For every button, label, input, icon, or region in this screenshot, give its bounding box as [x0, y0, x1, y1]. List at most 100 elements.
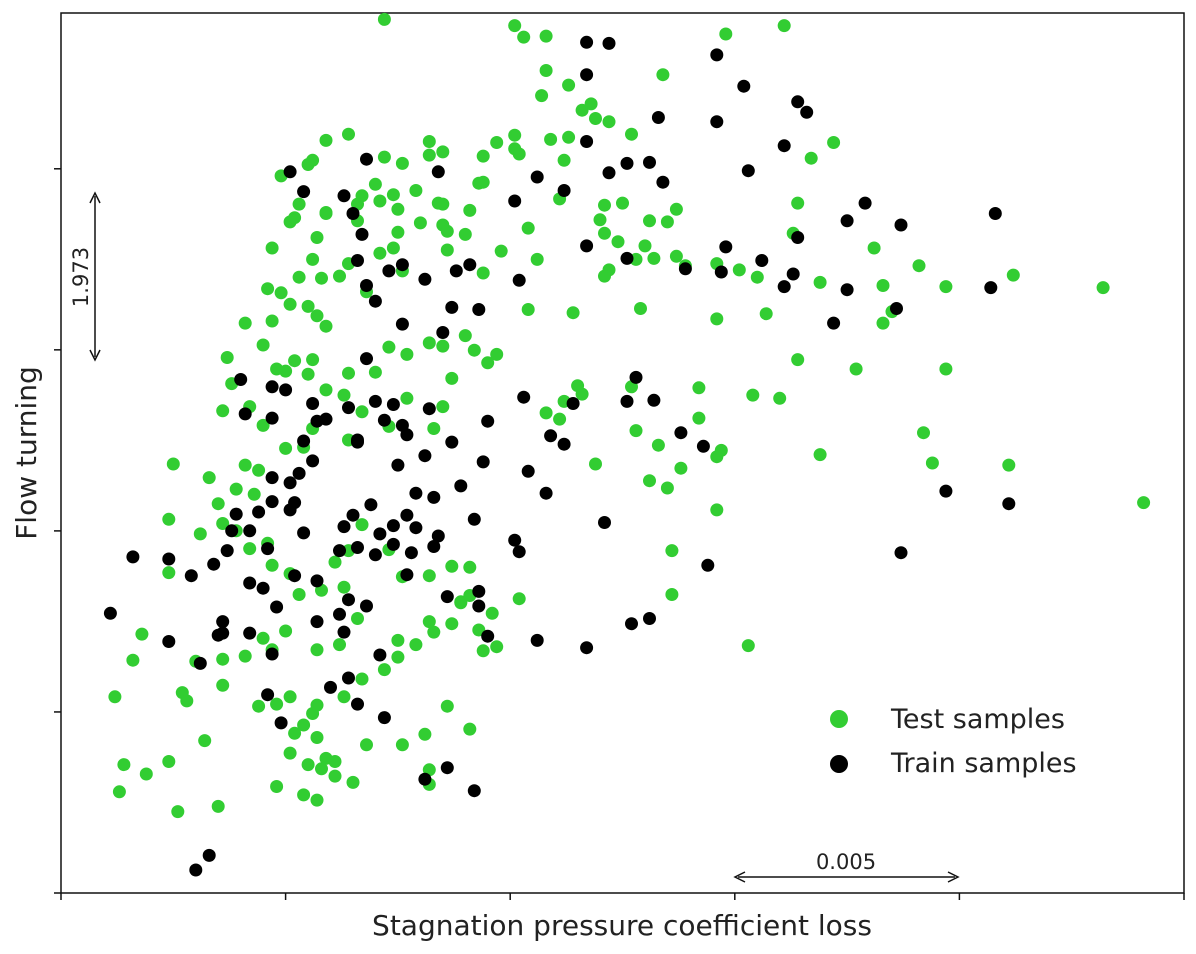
test-sample-point	[773, 391, 787, 405]
test-sample-point	[301, 299, 315, 313]
test-sample-point	[669, 249, 683, 263]
test-sample-point	[643, 474, 656, 488]
train-sample-point	[508, 533, 522, 547]
train-sample-point	[1002, 497, 1016, 511]
test-sample-point	[791, 353, 805, 367]
train-sample-point	[373, 527, 387, 541]
train-sample-point	[283, 165, 297, 179]
test-sample-point	[750, 270, 764, 284]
test-sample-point	[162, 566, 176, 580]
train-sample-point	[351, 254, 364, 267]
train-sample-point	[418, 449, 432, 463]
train-sample-point	[449, 264, 463, 278]
test-sample-point	[912, 259, 926, 273]
train-sample-point	[261, 542, 275, 556]
train-sample-point	[310, 615, 324, 629]
test-sample-point	[265, 241, 279, 255]
train-sample-point	[701, 558, 715, 572]
train-sample-point	[265, 411, 279, 425]
test-sample-point	[490, 136, 504, 149]
test-sample-point	[445, 559, 459, 573]
test-sample-point	[692, 381, 706, 395]
train-sample-point	[422, 402, 436, 416]
test-sample-point	[692, 411, 706, 425]
test-sample-point	[377, 150, 391, 164]
test-sample-point	[256, 418, 270, 432]
train-sample-point	[418, 272, 432, 286]
train-sample-point	[741, 164, 755, 178]
train-sample-point	[737, 79, 751, 93]
test-sample-point	[660, 215, 674, 229]
train-sample-point	[364, 498, 378, 512]
test-sample-point	[319, 133, 333, 147]
train-sample-point	[400, 568, 414, 582]
train-sample-point	[368, 548, 382, 562]
train-sample-point	[791, 95, 805, 109]
test-sample-point	[270, 362, 284, 376]
train-sample-point	[988, 207, 1002, 220]
test-sample-point	[741, 639, 755, 653]
test-sample-point	[117, 758, 131, 772]
train-sample-point	[827, 316, 841, 330]
test-sample-point	[436, 197, 450, 211]
train-sample-point	[306, 397, 320, 410]
test-sample-point	[319, 383, 333, 397]
train-sample-point	[427, 540, 441, 553]
train-sample-point	[229, 507, 243, 521]
train-sample-point	[481, 414, 495, 428]
train-sample-point	[418, 772, 432, 786]
legend: Test samples Train samples	[830, 704, 1077, 779]
legend-marker-train	[830, 755, 848, 773]
test-sample-point	[669, 202, 683, 216]
test-sample-point	[490, 640, 504, 654]
train-sample-point	[238, 407, 252, 421]
test-sample-point	[876, 316, 890, 330]
test-sample-point	[458, 329, 472, 343]
train-sample-point	[625, 617, 638, 631]
test-sample-point	[238, 649, 252, 663]
test-sample-point	[274, 286, 288, 300]
test-sample-point	[422, 148, 436, 162]
test-sample-point	[306, 252, 320, 266]
train-sample-point	[279, 383, 293, 397]
test-sample-point	[265, 558, 279, 572]
train-sample-point	[840, 283, 854, 297]
test-sample-point	[279, 441, 293, 455]
test-sample-point	[283, 746, 297, 760]
test-sample-point	[925, 456, 939, 470]
train-sample-point	[360, 352, 373, 366]
train-sample-point	[368, 294, 382, 308]
test-sample-point	[292, 270, 306, 284]
test-sample-point	[346, 775, 360, 789]
train-sample-point	[292, 466, 306, 480]
test-sample-point	[422, 135, 436, 148]
train-sample-point	[391, 458, 405, 472]
test-sample-point	[112, 785, 126, 799]
train-sample-point	[324, 680, 337, 694]
test-sample-point	[377, 12, 391, 26]
train-sample-point	[409, 486, 423, 500]
test-sample-point	[351, 612, 364, 625]
test-sample-point	[211, 497, 225, 511]
test-sample-point	[575, 103, 589, 117]
test-sample-point	[422, 569, 436, 583]
test-sample-point	[333, 269, 346, 283]
test-sample-point	[108, 690, 122, 704]
test-sample-point	[216, 678, 230, 692]
train-sample-point	[360, 599, 373, 613]
train-sample-point	[283, 503, 297, 517]
y-scale-label: 1.973	[69, 247, 93, 307]
train-sample-point	[342, 593, 355, 607]
train-sample-point	[386, 537, 400, 551]
train-sample-point	[373, 648, 387, 662]
train-sample-point	[189, 863, 203, 877]
train-sample-point	[202, 848, 216, 862]
train-sample-point	[382, 264, 396, 278]
axis-ticks	[54, 168, 1185, 900]
plot-frame	[60, 12, 1185, 894]
train-sample-point	[360, 279, 373, 292]
test-sample-point	[265, 314, 279, 328]
y-axis-title: Flow turning	[10, 366, 43, 540]
train-sample-point	[858, 196, 872, 210]
test-sample-point	[494, 244, 508, 258]
